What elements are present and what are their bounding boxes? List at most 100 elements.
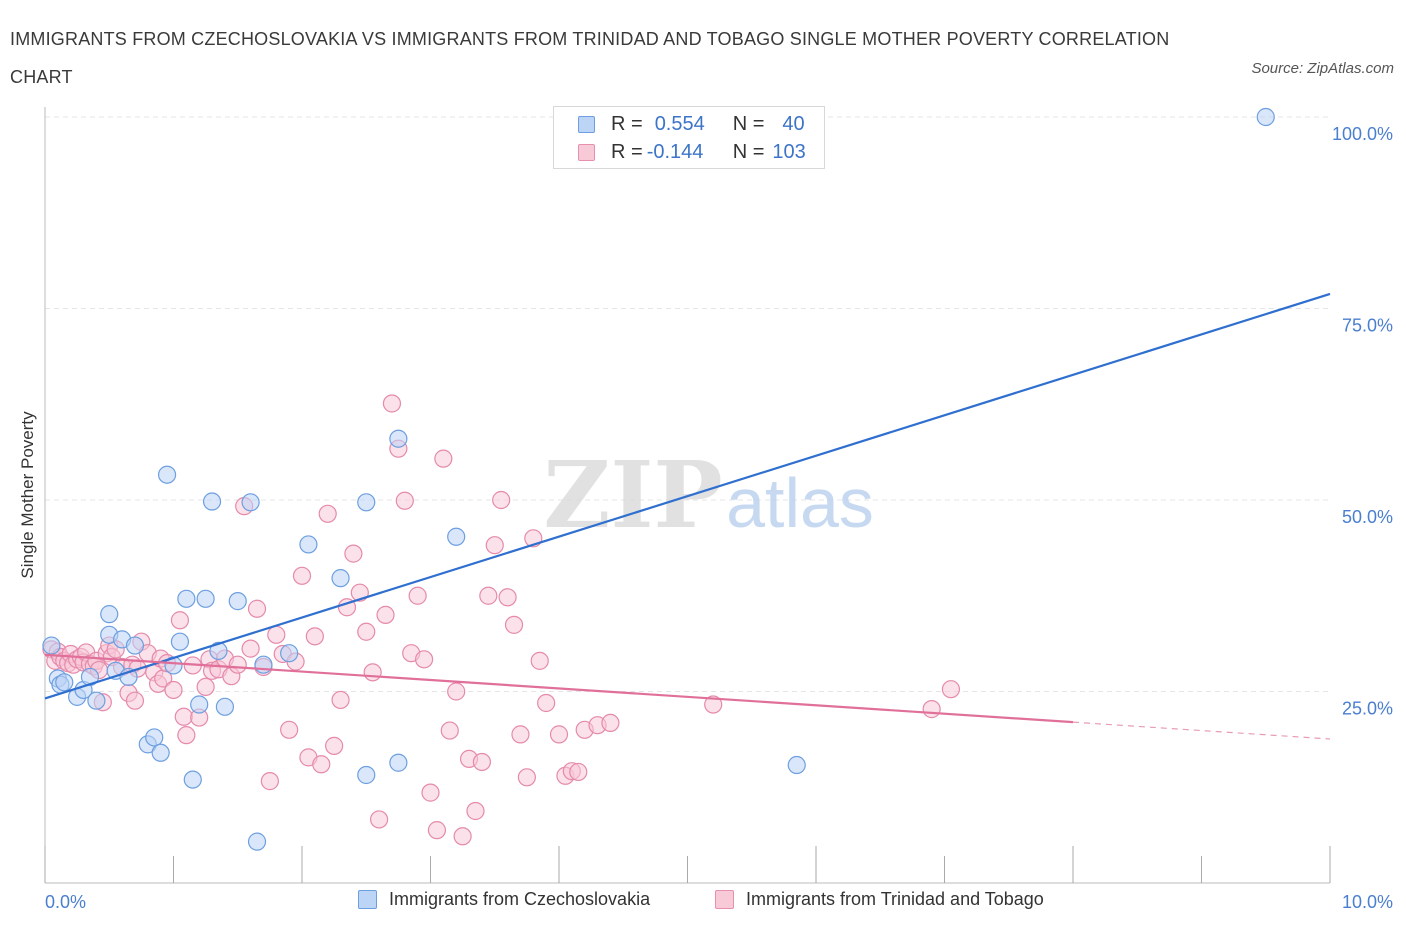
blue-swatch (578, 115, 595, 133)
pink-data-point (492, 490, 511, 510)
blue-data-point (228, 592, 247, 611)
blue-data-point (202, 492, 222, 511)
pink-data-point (177, 726, 196, 745)
pink-data-point (408, 586, 427, 605)
pink-data-point (511, 725, 530, 744)
x-tick-label: 0.0% (45, 892, 86, 912)
blue-data-point (389, 429, 408, 448)
blue-data-point (145, 728, 164, 747)
pink-swatch (578, 143, 595, 161)
pink-data-point (325, 736, 344, 755)
y-tick-label: 75.0% (1342, 316, 1393, 336)
blue-data-point (177, 589, 196, 608)
pink-data-point (485, 536, 504, 555)
y-tick-label: 25.0% (1342, 699, 1393, 719)
pink-data-point (196, 677, 215, 697)
pink-data-point (331, 690, 350, 710)
pink-n-value: 103 (772, 140, 806, 163)
blue-data-point (280, 644, 299, 663)
pink-data-point (363, 663, 382, 682)
axes (44, 107, 1331, 884)
pink-data-point (922, 700, 941, 719)
pink-data-point (421, 783, 440, 802)
chart-title: IMMIGRANTS FROM CZECHOSLOVAKIA VS IMMIGR… (10, 29, 1170, 87)
blue-trend-line (44, 292, 1331, 700)
blue-data-point (447, 527, 466, 546)
pink-data-point (472, 752, 491, 772)
blue-data-point (1256, 107, 1275, 127)
pink-data-point (247, 599, 267, 618)
blue-data-point (42, 636, 61, 655)
blue-data-point (190, 695, 209, 714)
pink-trend-line (44, 653, 1074, 724)
n-label: N = (732, 112, 765, 135)
pink-data-point (174, 707, 193, 726)
pink-data-point (370, 810, 389, 829)
pink-data-point (941, 680, 961, 699)
pink-data-point (434, 449, 453, 468)
pink-data-point (447, 682, 466, 701)
blue-data-point (196, 589, 215, 608)
pink-data-point (305, 627, 324, 646)
pink-data-point (601, 713, 620, 733)
legend-pink-swatch (715, 890, 734, 909)
x-tick-label: 10.0% (1342, 892, 1393, 912)
pink-data-point (569, 762, 588, 782)
chart-source: Source: ZipAtlas.com (1251, 60, 1394, 77)
blue-data-point (215, 697, 234, 716)
blue-r-value: 0.554 (654, 112, 705, 135)
pink-data-point (440, 721, 459, 740)
trend-lines (44, 292, 1331, 740)
pink-data-point (164, 680, 183, 700)
pink-data-point (318, 504, 337, 523)
pink-r-value: -0.144 (646, 140, 704, 163)
pink-data-point (427, 821, 447, 840)
pink-data-point (479, 586, 498, 605)
blue-data-point (80, 667, 100, 687)
blue-data-point (787, 755, 806, 775)
r-label: R = (611, 112, 643, 135)
pink-data-point (241, 639, 260, 658)
pink-data-point (267, 625, 286, 644)
blue-data-point (125, 636, 145, 655)
blue-data-point (241, 493, 260, 512)
blue-data-point (389, 753, 408, 772)
r-label: R = (611, 140, 643, 163)
blue-data-point (100, 605, 119, 624)
blue-data-point (209, 641, 228, 661)
pink-data-point (280, 720, 299, 739)
pink-data-point (414, 650, 434, 669)
legend-item-czechoslovakia: Immigrants from Czechoslovakia (358, 889, 650, 910)
watermark-atlas: atlas (726, 464, 874, 542)
pink-data-point (357, 622, 376, 641)
legend-item-trinidad: Immigrants from Trinidad and Tobago (715, 889, 1044, 910)
pink-data-point (382, 394, 402, 413)
pink-data-point (344, 544, 363, 563)
pink-series-points (42, 394, 961, 846)
blue-data-point (170, 632, 190, 651)
tick-labels: 25.0% 50.0% 75.0% 100.0% 0.0% 10.0% (45, 124, 1393, 912)
n-label: N = (732, 140, 765, 163)
blue-series-points (42, 107, 1275, 851)
pink-data-point (549, 725, 569, 744)
blue-data-point (183, 770, 202, 789)
blue-data-point (87, 691, 106, 710)
y-tick-label: 50.0% (1342, 507, 1393, 527)
pink-data-point (504, 615, 524, 634)
stats-row-blue: R = 0.554 N = 40 (578, 110, 805, 138)
blue-data-point (157, 465, 177, 484)
blue-data-point (247, 832, 267, 851)
blue-data-point (151, 743, 170, 762)
pink-data-point (376, 605, 395, 625)
pink-data-point (704, 695, 723, 714)
pink-data-point (312, 755, 331, 774)
pink-data-point (466, 801, 485, 821)
pink-data-point (517, 768, 536, 787)
pink-data-point (125, 691, 145, 710)
pink-data-point (260, 772, 279, 791)
pink-data-point (292, 566, 312, 585)
blue-n-value: 40 (782, 112, 805, 135)
stats-row-pink: R = -0.144 N = 103 (578, 138, 806, 166)
pink-data-point (395, 491, 414, 510)
